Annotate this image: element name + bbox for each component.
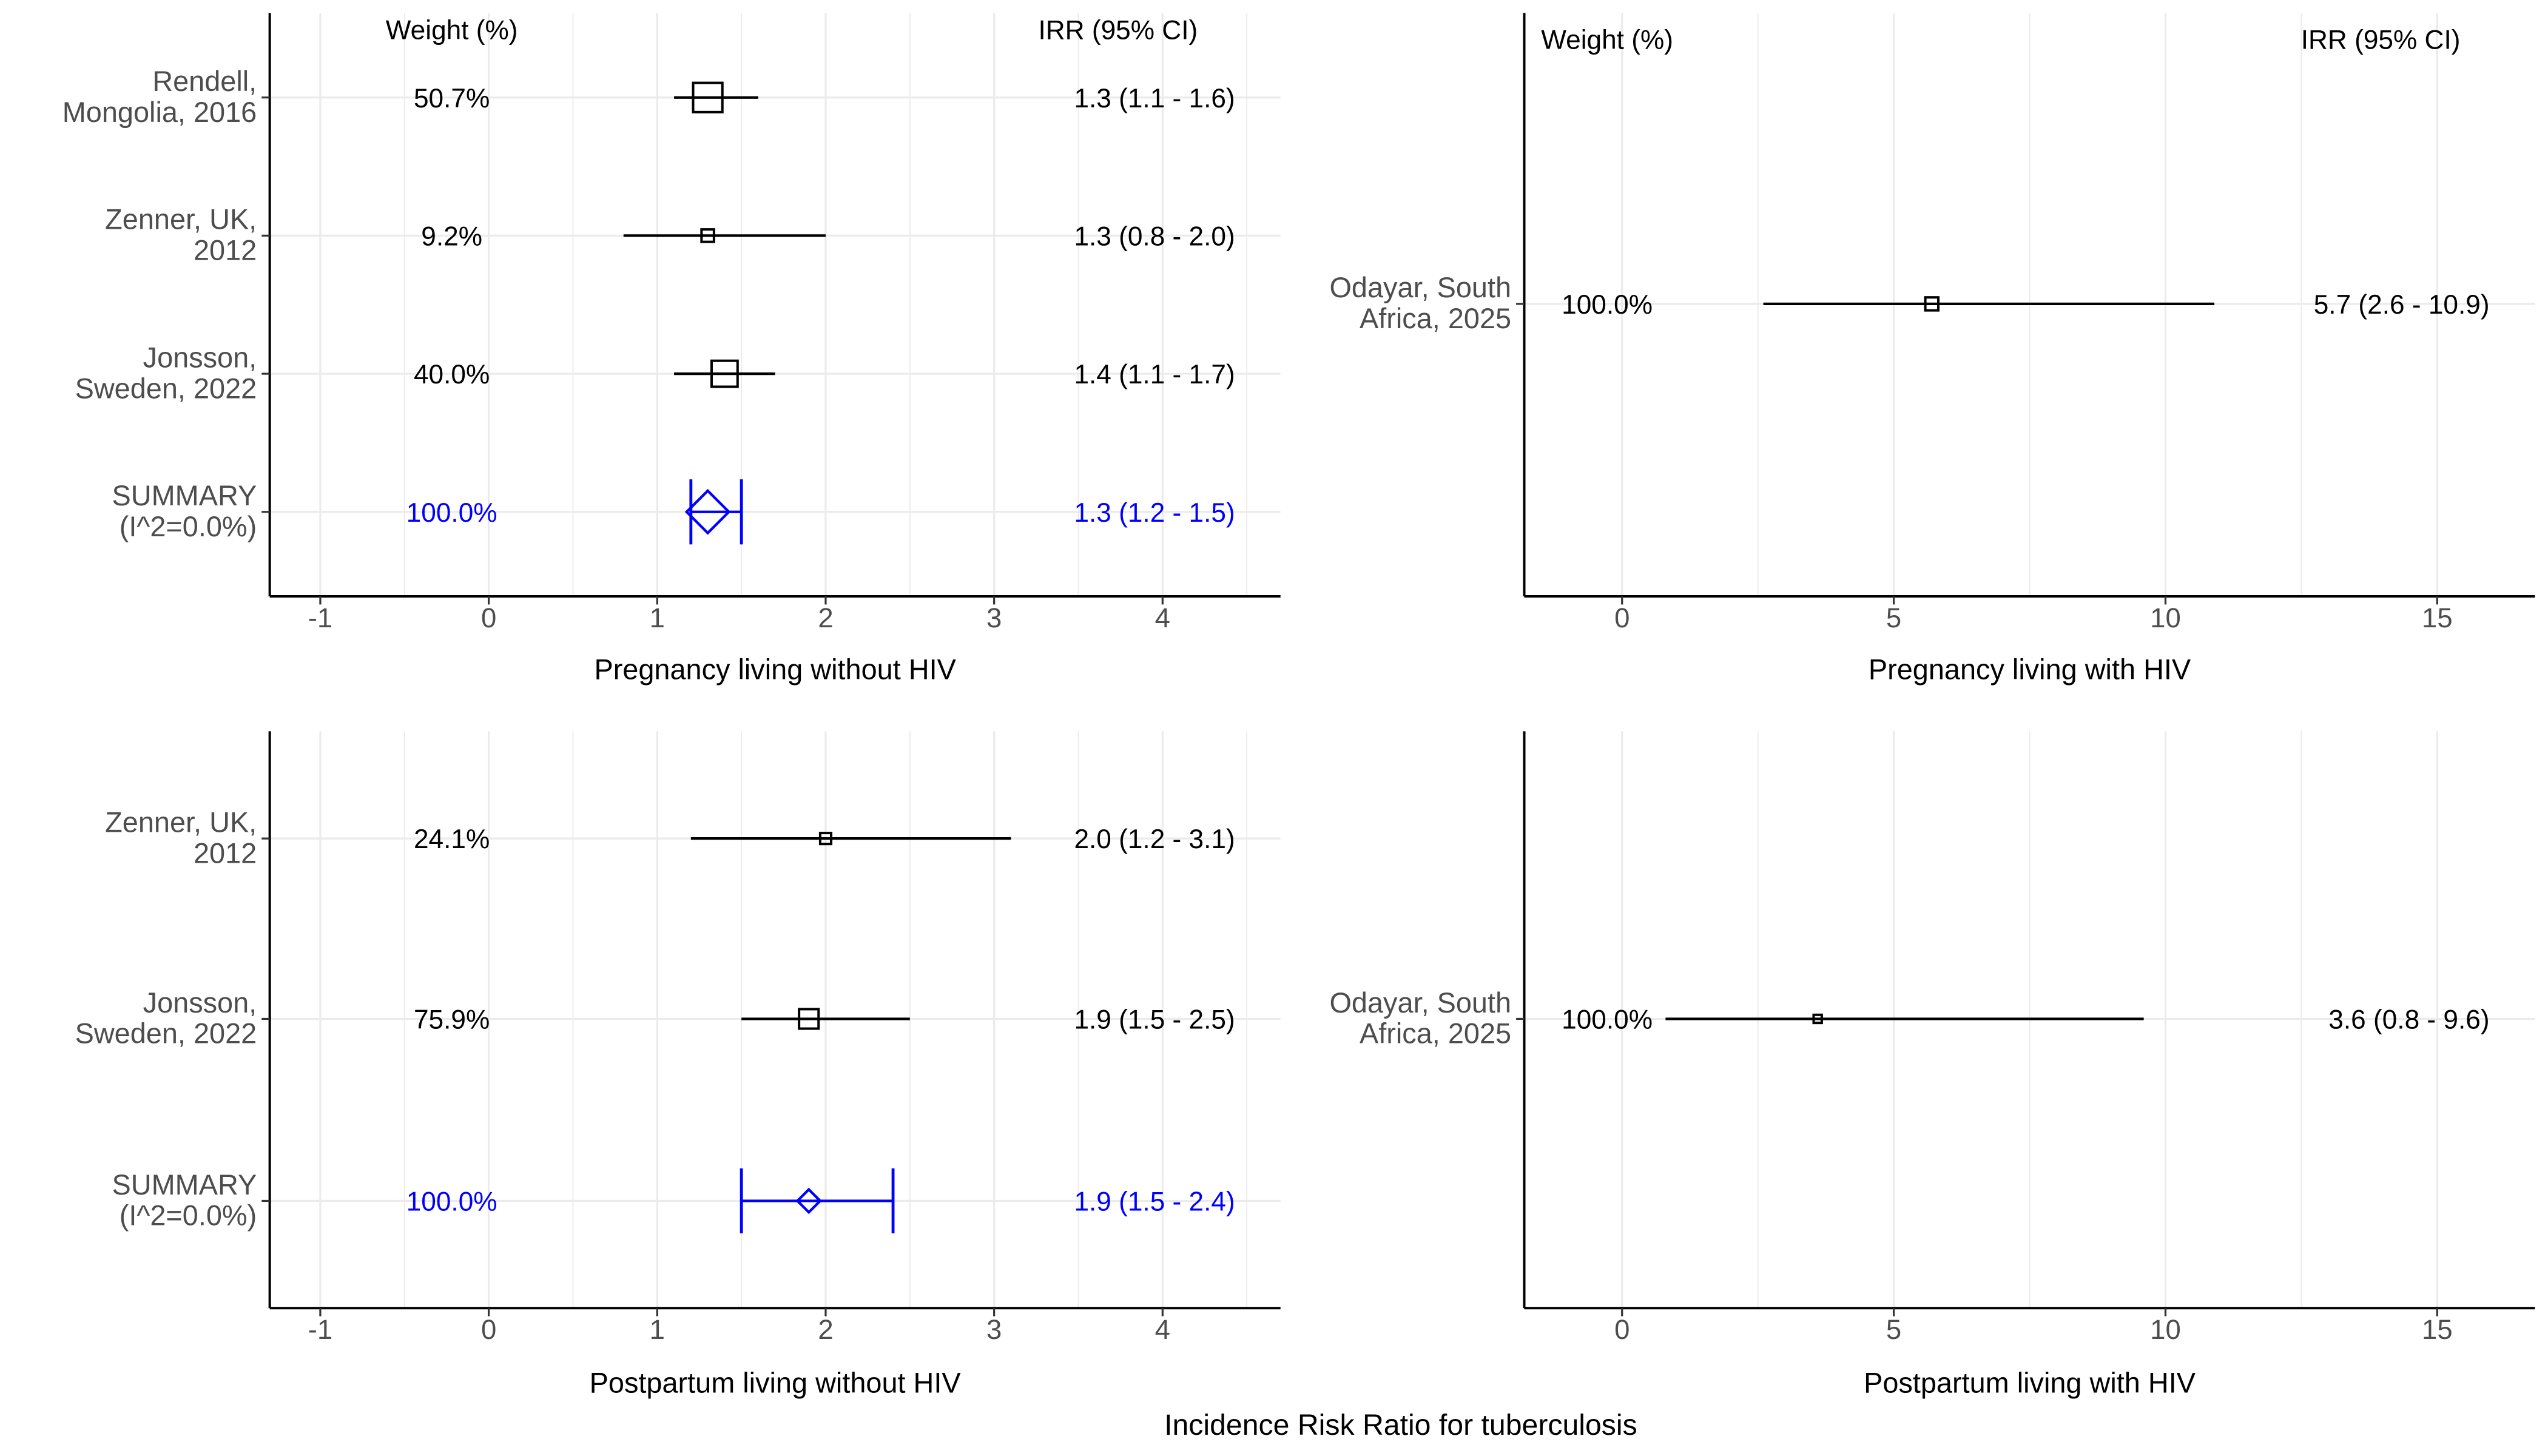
- x-tick-label: 5: [1886, 1314, 1901, 1345]
- study-label: Jonsson, Sweden, 2022: [75, 987, 257, 1050]
- x-tick-label: 10: [2150, 602, 2181, 633]
- weight-column-header: Weight (%): [1541, 25, 1673, 55]
- study-row: Rendell, Mongolia, 2016 50.7% 1.3 (1.1 - 1.…: [62, 66, 1235, 128]
- study-label: Zenner, UK, 2012: [105, 204, 257, 266]
- point-estimate-square: [700, 228, 715, 243]
- ci-value: 1.3 (1.1 - 1.6): [1074, 84, 1235, 113]
- weight-value: 40.0%: [414, 360, 490, 389]
- x-tick-label: 0: [481, 602, 496, 633]
- forest-panel-1: -1 0 1 2 3 4 Pregnancy living without HIV Weigh…: [62, 13, 1281, 686]
- summary-diamond: [684, 488, 731, 535]
- weight-value: 75.9%: [414, 1005, 490, 1035]
- study-row: Odayar, South Africa, 2025 100.0% 3.6 (0.8 …: [1329, 987, 2489, 1050]
- forest-panel-4: 0 5 10 15 Postpartum living with HIV Odayar, …: [1329, 731, 2535, 1399]
- weight-value: 100.0%: [406, 1187, 497, 1217]
- ci-column-header: IRR (95% CI): [1038, 15, 1198, 45]
- x-axis-title: Postpartum living with HIV: [1864, 1367, 2196, 1399]
- study-label: Odayar, South Africa, 2025: [1329, 272, 1511, 334]
- weight-value: 100.0%: [406, 498, 497, 528]
- x-tick-label: 3: [986, 602, 1002, 633]
- x-tick-label: 4: [1155, 1314, 1170, 1345]
- ci-value: 1.9 (1.5 - 2.5): [1074, 1005, 1235, 1035]
- study-label: SUMMARY (I^2=0.0%): [112, 1169, 257, 1232]
- summary-row: SUMMARY (I^2=0.0%) 100.0% 1.9 (1.5 - 2.4): [112, 1168, 1235, 1234]
- x-tick-label: -1: [308, 1314, 332, 1345]
- study-row: Zenner, UK, 2012 9.2% 1.3 (0.8 - 2.0): [105, 204, 1235, 266]
- point-estimate-square: [798, 1008, 820, 1030]
- x-tick-label: 0: [481, 1314, 496, 1345]
- x-tick-label: 10: [2150, 1314, 2181, 1345]
- study-row: Zenner, UK, 2012 24.1% 2.0 (1.2 - 3.1): [105, 806, 1235, 869]
- point-estimate-square: [1924, 296, 1940, 312]
- ci-value: 1.3 (1.2 - 1.5): [1074, 498, 1235, 528]
- weight-column-header: Weight (%): [386, 15, 518, 45]
- x-tick-label: 15: [2422, 1314, 2453, 1345]
- weight-value: 9.2%: [421, 221, 482, 251]
- study-label: SUMMARY (I^2=0.0%): [112, 480, 257, 542]
- ci-value: 1.4 (1.1 - 1.7): [1074, 360, 1235, 389]
- x-tick-label: 4: [1155, 602, 1170, 633]
- study-label: Zenner, UK, 2012: [105, 806, 257, 869]
- weight-value: 24.1%: [414, 824, 490, 854]
- x-axis-title: Pregnancy living with HIV: [1869, 654, 2191, 686]
- x-tick-label: 0: [1614, 602, 1630, 633]
- weight-value: 100.0%: [1562, 290, 1653, 320]
- ci-value: 1.9 (1.5 - 2.4): [1074, 1187, 1235, 1217]
- x-tick-label: 1: [650, 1314, 665, 1345]
- x-tick-label: 5: [1886, 602, 1901, 633]
- ci-value: 5.7 (2.6 - 10.9): [2314, 290, 2490, 320]
- forest-panel-2: 0 5 10 15 Pregnancy living with HIV Weight (%…: [1329, 13, 2535, 686]
- forest-panel-3: -1 0 1 2 3 4 Postpartum living without HIV Zenn…: [75, 731, 1281, 1399]
- x-tick-label: 2: [818, 602, 833, 633]
- study-row: Jonsson, Sweden, 2022 40.0% 1.4 (1.1 - 1.7): [75, 342, 1235, 404]
- x-tick-label: 1: [650, 602, 665, 633]
- summary-row: SUMMARY (I^2=0.0%) 100.0% 1.3 (1.2 - 1.5): [112, 479, 1235, 545]
- ci-value: 3.6 (0.8 - 9.6): [2328, 1005, 2489, 1035]
- study-label: Odayar, South Africa, 2025: [1329, 987, 1511, 1050]
- weight-value: 50.7%: [414, 84, 490, 113]
- point-estimate-square: [818, 832, 833, 846]
- study-label: Jonsson, Sweden, 2022: [75, 342, 257, 404]
- study-row: Odayar, South Africa, 2025 100.0% 5.7 (2.6 …: [1329, 272, 2489, 334]
- study-row: Jonsson, Sweden, 2022 75.9% 1.9 (1.5 - 2.5): [75, 987, 1235, 1050]
- ci-column-header: IRR (95% CI): [2301, 25, 2461, 55]
- x-tick-label: 2: [818, 1314, 833, 1345]
- point-estimate-square: [710, 359, 739, 388]
- x-axis-title: Postpartum living without HIV: [590, 1367, 962, 1399]
- x-tick-label: -1: [308, 602, 332, 633]
- study-label: Rendell, Mongolia, 2016: [62, 66, 257, 128]
- figure-caption: Incidence Risk Ratio for tuberculosis: [1164, 1409, 1637, 1441]
- x-tick-label: 3: [986, 1314, 1002, 1345]
- ci-value: 2.0 (1.2 - 3.1): [1074, 824, 1235, 854]
- point-estimate-square: [1812, 1013, 1823, 1025]
- point-estimate-square: [692, 81, 724, 113]
- x-tick-label: 15: [2422, 602, 2453, 633]
- weight-value: 100.0%: [1562, 1005, 1653, 1035]
- ci-value: 1.3 (0.8 - 2.0): [1074, 221, 1235, 251]
- x-tick-label: 0: [1614, 1314, 1630, 1345]
- summary-diamond: [795, 1187, 822, 1215]
- x-axis-title: Pregnancy living without HIV: [594, 654, 956, 686]
